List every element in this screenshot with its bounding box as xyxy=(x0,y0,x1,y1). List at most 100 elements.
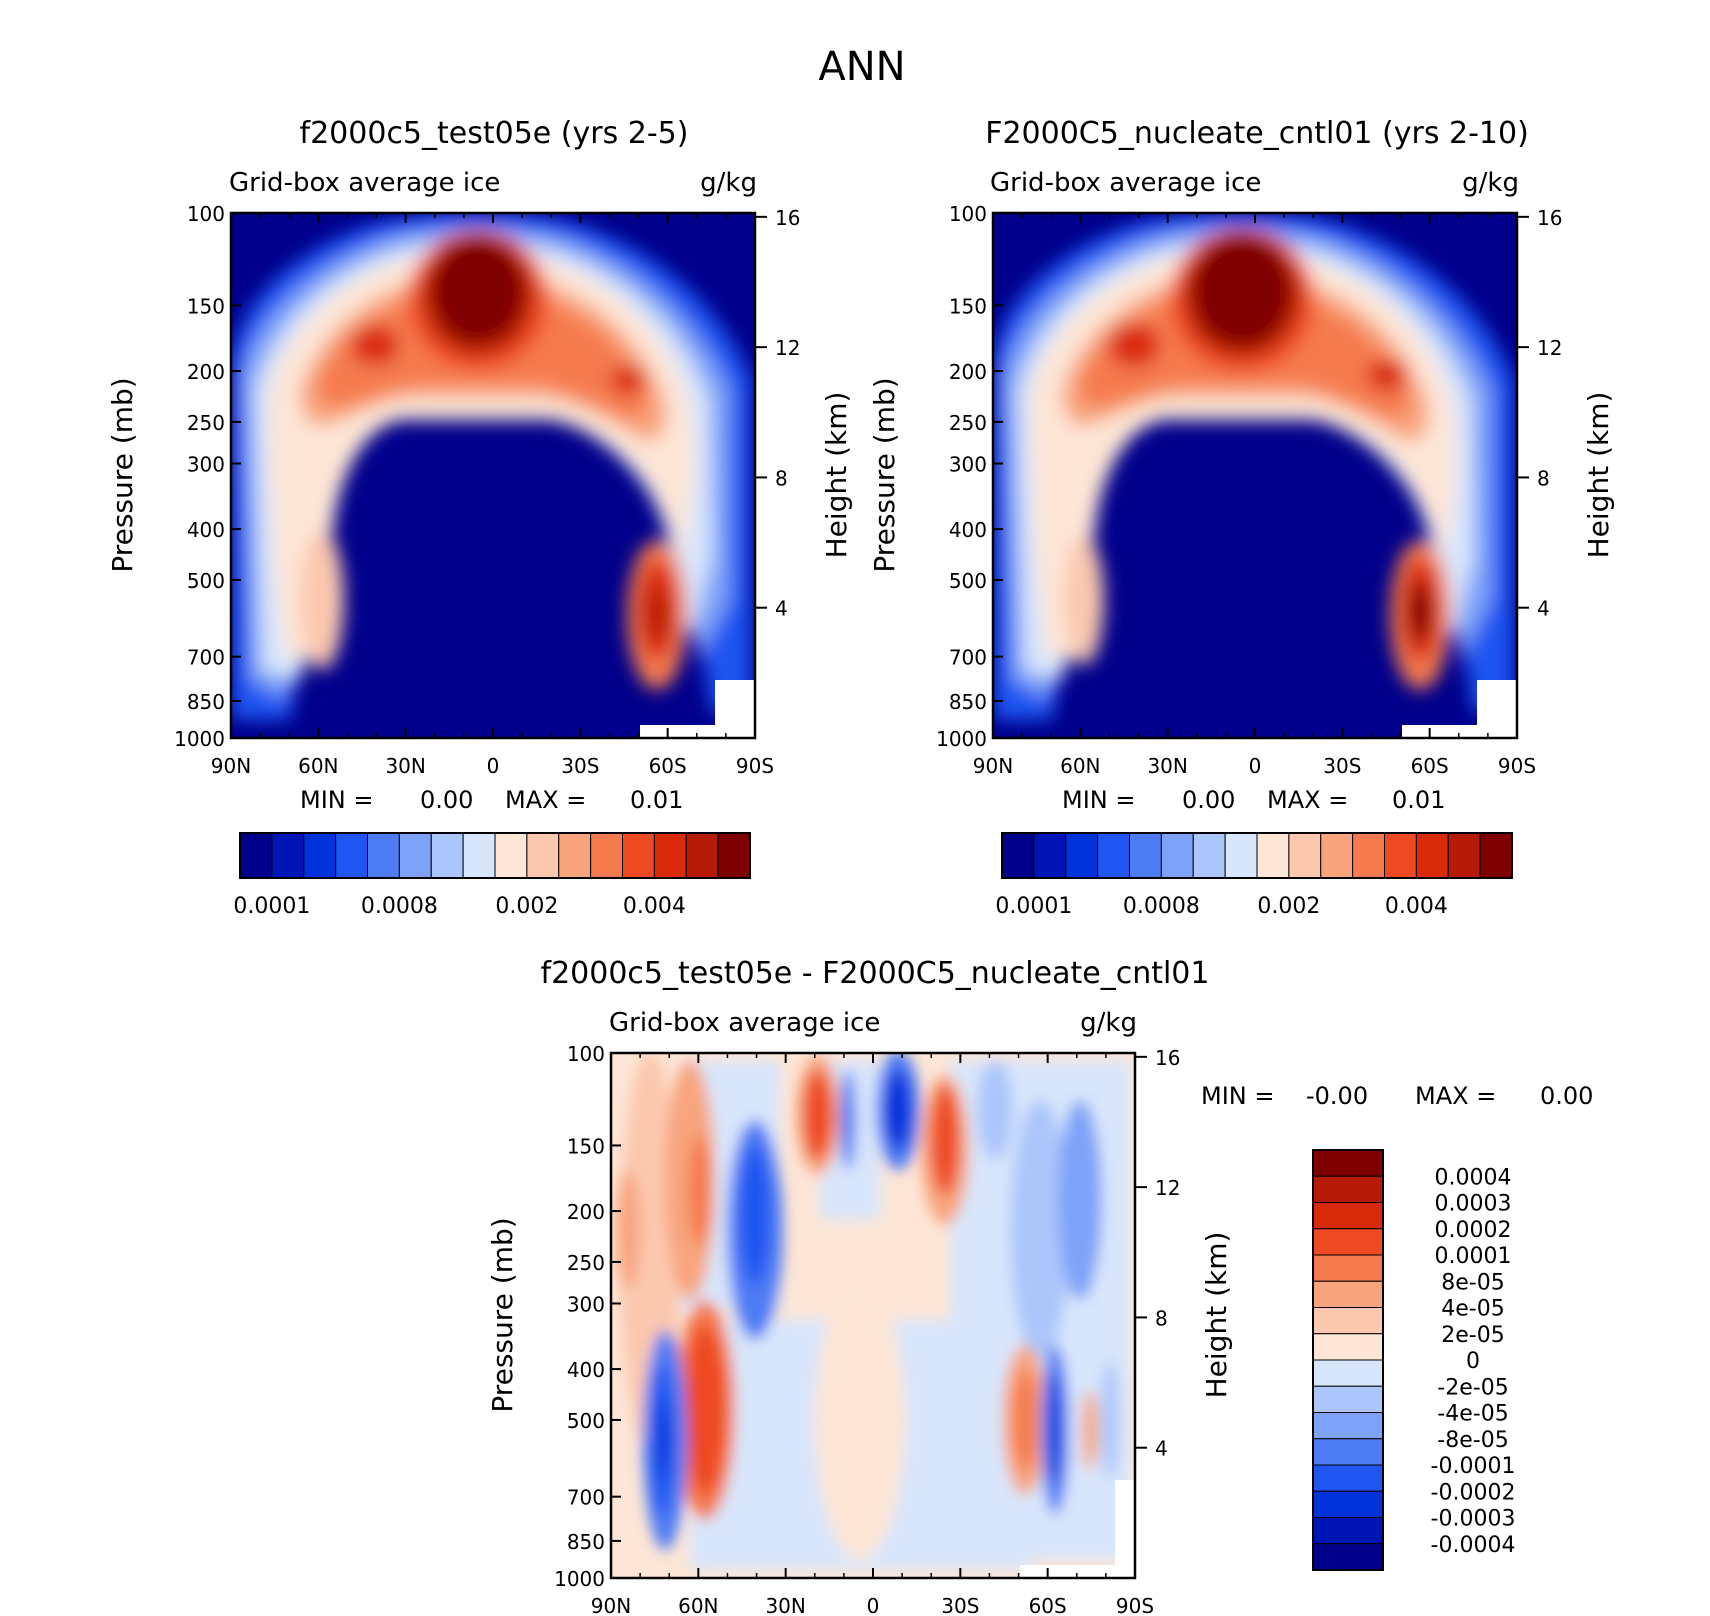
y-tick-label: 250 xyxy=(949,411,987,435)
colorbar-swatch xyxy=(1001,832,1035,879)
y-right-tick-label: 4 xyxy=(1155,1437,1168,1461)
max-label: MAX = xyxy=(1415,1082,1496,1110)
x-tick-label: 30N xyxy=(765,1594,805,1616)
colorbar-label: 0.0001 xyxy=(995,894,1072,919)
colorbar-swatch xyxy=(335,832,368,879)
colorbar-swatch xyxy=(1447,832,1481,879)
colorbar-label: 0 xyxy=(1466,1349,1480,1374)
max-value: 0.01 xyxy=(1392,786,1445,814)
y-right-tick-label: 12 xyxy=(775,336,800,360)
colorbar-label: -2e-05 xyxy=(1437,1375,1508,1400)
colorbar-swatch xyxy=(1312,1412,1384,1440)
max-value: 0.01 xyxy=(630,786,683,814)
colorbar-label: -4e-05 xyxy=(1437,1402,1508,1427)
y-tick-label: 400 xyxy=(949,518,987,542)
ylabel-height: Height (km) xyxy=(1582,392,1615,559)
min-value: 0.00 xyxy=(1182,786,1235,814)
y-tick-label: 300 xyxy=(187,452,225,476)
missing-data xyxy=(715,680,755,738)
colorbar-swatch xyxy=(1312,1517,1384,1545)
missing-data xyxy=(640,725,735,738)
colorbar-swatch xyxy=(1033,832,1067,879)
ylabel-pressure: Pressure (mb) xyxy=(106,377,139,572)
panel-units: g/kg xyxy=(1462,168,1519,198)
colorbar-swatch xyxy=(1312,1490,1384,1518)
colorbar-label: -0.0004 xyxy=(1431,1533,1516,1558)
colorbar-label: 0.0008 xyxy=(1123,894,1200,919)
colorbar-swatch xyxy=(1312,1280,1384,1308)
colorbar-swatch xyxy=(1312,1254,1384,1282)
colorbar-swatch xyxy=(1129,832,1162,879)
lobe-sh-high xyxy=(1367,359,1407,391)
missing-data xyxy=(1477,680,1517,738)
colorbar-label: 4e-05 xyxy=(1441,1297,1504,1322)
panel-control: F2000C5_nucleate_cntl01 (yrs 2-10) Grid-… xyxy=(868,116,1615,919)
y-tick-label: 300 xyxy=(567,1292,605,1316)
colorbar-label: 0.0004 xyxy=(1435,1165,1512,1190)
colorbar-swatch xyxy=(398,832,432,879)
colorbar-swatch xyxy=(1065,832,1099,879)
ice-field xyxy=(993,213,1517,738)
colorbar-swatch xyxy=(1479,832,1513,879)
ylabel-height: Height (km) xyxy=(1200,1232,1233,1399)
colorbar-frame xyxy=(239,832,751,879)
colorbar-swatch xyxy=(558,832,592,879)
colorbar-swatch xyxy=(653,832,687,879)
panel-units: g/kg xyxy=(700,168,757,198)
colorbar-swatch xyxy=(1224,832,1258,879)
x-tick-label: 60S xyxy=(649,754,687,778)
x-tick-label: 0 xyxy=(1249,754,1262,778)
colorbar-swatch xyxy=(1097,832,1130,879)
colorbar-label: 0.0001 xyxy=(1435,1244,1512,1269)
min-value: 0.00 xyxy=(420,786,473,814)
y-tick-label: 200 xyxy=(187,360,225,384)
y-tick-label: 400 xyxy=(187,518,225,542)
blue-anomaly xyxy=(885,1070,911,1150)
colorbar-swatch xyxy=(239,832,273,879)
colorbar-label: 0.002 xyxy=(495,894,558,919)
y-right-tick-label: 4 xyxy=(775,597,788,621)
missing-data xyxy=(1115,1480,1135,1578)
colorbar-swatch xyxy=(1320,832,1354,879)
colorbar-swatch xyxy=(1312,1149,1384,1177)
colorbar-swatch xyxy=(1312,1228,1384,1256)
lobe-nh xyxy=(351,325,399,365)
y-right-tick-label: 4 xyxy=(1537,597,1550,621)
y-tick-label: 700 xyxy=(187,646,225,670)
x-tick-label: 60S xyxy=(1411,754,1449,778)
colorbar-label: 0.0008 xyxy=(361,894,438,919)
panel-title: F2000C5_nucleate_cntl01 (yrs 2-10) xyxy=(985,116,1529,151)
y-tick-label: 400 xyxy=(567,1358,605,1382)
y-right-tick-label: 12 xyxy=(1537,336,1562,360)
blue-anomaly xyxy=(1010,1100,1070,1360)
x-tick-label: 30S xyxy=(941,1594,979,1616)
y-tick-label: 100 xyxy=(567,1042,605,1066)
ylabel-height: Height (km) xyxy=(820,392,853,559)
max-value: 0.00 xyxy=(1540,1082,1593,1110)
colorbar-swatch xyxy=(1312,1333,1384,1361)
colorbar-swatch xyxy=(526,832,560,879)
panel-title: f2000c5_test05e - F2000C5_nucleate_cntl0… xyxy=(541,956,1210,991)
colorbar-swatch xyxy=(494,832,528,879)
x-tick-label: 30N xyxy=(385,754,425,778)
colorbar-swatch xyxy=(1415,832,1449,879)
colorbar-label: -0.0002 xyxy=(1431,1480,1516,1505)
colorbar-swatch xyxy=(1192,832,1226,879)
x-tick-label: 60S xyxy=(1029,1594,1067,1616)
column-sh-core xyxy=(1409,582,1431,642)
colorbar-swatch xyxy=(590,832,623,879)
y-tick-label: 700 xyxy=(949,646,987,670)
colorbar-swatch xyxy=(1288,832,1322,879)
y-tick-label: 250 xyxy=(567,1251,605,1275)
missing-data xyxy=(1402,725,1497,738)
colorbar-swatch xyxy=(1312,1175,1384,1203)
colorbar-label: 0.002 xyxy=(1257,894,1320,919)
colorbar-swatch xyxy=(622,832,655,879)
y-right-tick-label: 8 xyxy=(1537,466,1550,490)
panel-title: f2000c5_test05e (yrs 2-5) xyxy=(300,116,689,151)
y-right-tick-label: 12 xyxy=(1155,1176,1180,1200)
y-tick-label: 1000 xyxy=(936,727,987,751)
y-tick-label: 850 xyxy=(187,690,225,714)
colorbar-label: 0.004 xyxy=(1385,894,1448,919)
